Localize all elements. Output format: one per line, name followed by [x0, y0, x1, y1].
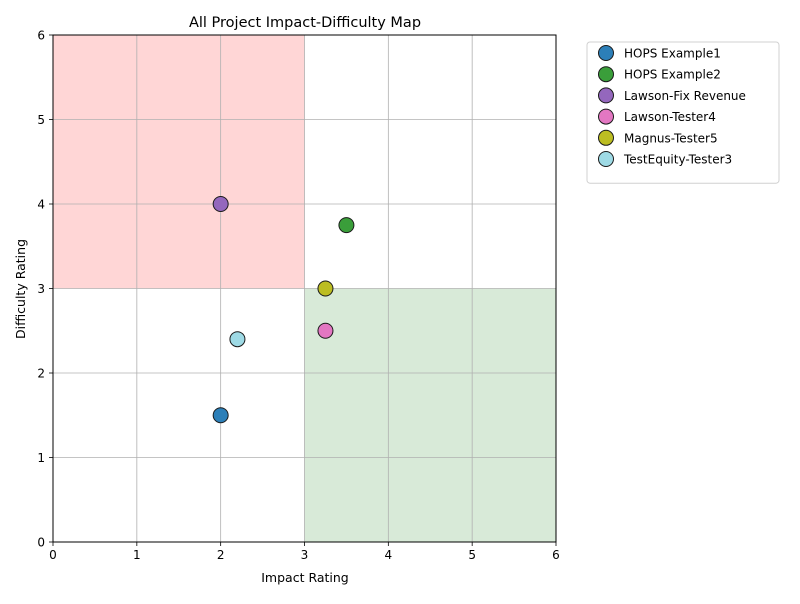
chart-title: All Project Impact-Difficulty Map [189, 15, 421, 31]
y-axis-ticks: 0 1 2 3 4 5 6 [37, 29, 53, 550]
legend-label: Magnus-Tester5 [624, 131, 718, 145]
legend-box [586, 41, 780, 184]
y-tick-label: 6 [37, 29, 45, 43]
legend-label: HOPS Example1 [624, 47, 721, 61]
data-point-5 [317, 280, 334, 297]
x-tick-label: 4 [385, 548, 393, 562]
shaded-region-1 [53, 35, 305, 289]
data-point-2 [338, 217, 355, 234]
legend-label: HOPS Example2 [624, 68, 721, 82]
data-point-6 [229, 331, 246, 348]
x-axis-label: Impact Rating [261, 570, 349, 585]
x-tick-label: 1 [133, 548, 141, 562]
legend-marker [598, 66, 614, 83]
shaded-regions [53, 35, 556, 542]
x-axis-ticks: 0 1 2 3 4 5 6 [49, 542, 560, 562]
x-tick-label: 6 [552, 548, 560, 562]
legend-marker [598, 129, 614, 146]
y-tick-label: 5 [37, 113, 45, 127]
y-tick-label: 3 [37, 282, 45, 296]
legend-marker [598, 45, 614, 61]
x-tick-label: 2 [217, 548, 225, 562]
legend: HOPS Example1 HOPS Example2 Lawson-Fix Rev… [586, 41, 780, 184]
legend-marker [598, 108, 614, 125]
shaded-region-2 [304, 288, 556, 542]
legend-label: Lawson-Tester4 [624, 110, 716, 124]
data-points [212, 196, 355, 424]
y-tick-label: 0 [37, 536, 45, 550]
data-point-3 [212, 196, 229, 212]
legend-label: TestEquity-Tester3 [623, 153, 732, 167]
y-tick-label: 2 [37, 367, 45, 381]
data-point-4 [317, 322, 334, 339]
x-tick-label: 3 [301, 548, 309, 562]
y-tick-label: 1 [37, 451, 45, 465]
data-point-1 [212, 407, 229, 424]
legend-marker [598, 87, 614, 104]
x-tick-label: 5 [468, 548, 476, 562]
x-tick-label: 0 [49, 548, 57, 562]
y-axis-label: Difficulty Rating [13, 239, 28, 339]
legend-marker [598, 151, 614, 167]
legend-label: Lawson-Fix Revenue [624, 89, 746, 103]
y-tick-label: 4 [37, 198, 45, 212]
